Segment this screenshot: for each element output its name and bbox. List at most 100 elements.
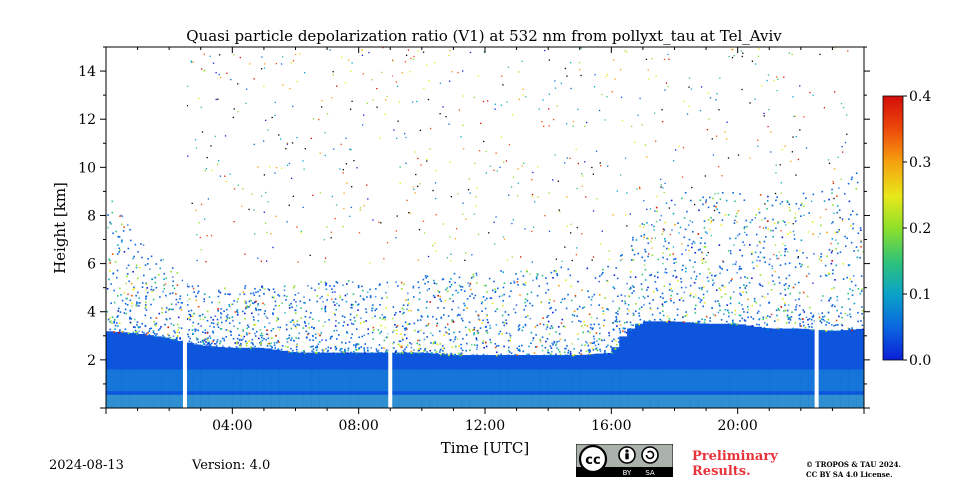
- heatmap-point: [145, 295, 148, 298]
- heatmap-point: [331, 335, 333, 338]
- heatmap-point: [454, 281, 456, 284]
- heatmap-point: [123, 226, 125, 228]
- heatmap-point: [113, 289, 115, 292]
- heatmap-point: [745, 234, 748, 236]
- heatmap-point: [524, 284, 526, 286]
- heatmap-point: [214, 315, 217, 317]
- heatmap-point: [595, 347, 598, 349]
- heatmap-point: [732, 263, 735, 266]
- surface-cell: [524, 394, 533, 408]
- surface-cell: [666, 394, 676, 408]
- noise-point: [606, 73, 608, 76]
- heatmap-point: [125, 312, 128, 315]
- noise-point: [544, 49, 546, 52]
- heatmap-point: [208, 342, 210, 345]
- heatmap-point: [239, 338, 241, 341]
- heatmap-point: [608, 332, 610, 334]
- heatmap-point: [335, 348, 337, 351]
- heatmap-point: [335, 308, 338, 311]
- near-surface-cell: [161, 369, 170, 392]
- heatmap-point: [463, 309, 465, 311]
- noise-point: [362, 73, 364, 75]
- noise-point: [494, 108, 496, 110]
- surface-cell: [374, 394, 383, 408]
- heatmap-point: [507, 339, 510, 342]
- heatmap-point: [339, 296, 341, 299]
- heatmap-point: [692, 240, 695, 243]
- surface-cell: [792, 394, 802, 408]
- heatmap-point: [159, 267, 162, 270]
- near-surface-cell: [587, 369, 597, 392]
- heatmap-point: [596, 349, 599, 352]
- heatmap-point: [145, 309, 148, 311]
- heatmap-point: [767, 282, 770, 284]
- noise-point: [372, 99, 374, 101]
- noise-point: [416, 100, 418, 103]
- heatmap-point: [354, 301, 357, 303]
- heatmap-point: [842, 262, 845, 265]
- heatmap-point: [339, 349, 341, 352]
- heatmap-point: [852, 275, 855, 277]
- heatmap-point: [725, 199, 728, 202]
- noise-point: [592, 173, 595, 175]
- noise-point: [834, 91, 836, 93]
- heatmap-point: [629, 321, 632, 324]
- heatmap-point: [542, 323, 545, 326]
- heatmap-point: [176, 334, 179, 337]
- noise-point: [487, 100, 489, 102]
- heatmap-point: [803, 328, 806, 331]
- heatmap-point: [598, 304, 600, 306]
- heatmap-point: [489, 338, 491, 341]
- heatmap-point: [418, 352, 420, 354]
- heatmap-point: [794, 299, 797, 301]
- heatmap-point: [700, 288, 703, 291]
- heatmap-point: [694, 312, 697, 314]
- heatmap-point: [718, 287, 721, 290]
- heatmap-point: [584, 344, 586, 347]
- heatmap-point: [126, 275, 128, 278]
- heatmap-point: [720, 319, 723, 321]
- heatmap-point: [140, 243, 142, 245]
- noise-point: [253, 78, 255, 80]
- heatmap-point: [131, 305, 133, 308]
- noise-point: [331, 195, 333, 198]
- heatmap-point: [243, 335, 246, 338]
- noise-point: [725, 138, 728, 140]
- heatmap-point: [232, 337, 235, 340]
- heatmap-point: [244, 287, 246, 289]
- heatmap-point: [678, 299, 681, 301]
- heatmap-point: [663, 285, 666, 287]
- heatmap-point: [501, 304, 504, 307]
- heatmap-point: [230, 303, 233, 306]
- heatmap-point: [413, 296, 415, 298]
- heatmap-point: [216, 323, 219, 326]
- noise-point: [784, 145, 786, 147]
- heatmap-point: [399, 352, 401, 355]
- heatmap-point: [197, 323, 200, 325]
- heatmap-point: [437, 294, 439, 297]
- heatmap-point: [335, 329, 338, 332]
- heatmap-point: [831, 324, 833, 326]
- noise-point: [432, 189, 434, 192]
- noise-point: [332, 74, 334, 76]
- noise-point: [675, 261, 677, 263]
- heatmap-point: [805, 316, 808, 319]
- heatmap-point: [574, 295, 577, 298]
- noise-point: [733, 54, 735, 57]
- heatmap-point: [244, 307, 247, 310]
- heatmap-point: [602, 324, 605, 327]
- heatmap-point: [560, 266, 563, 269]
- heatmap-point: [404, 329, 407, 331]
- noise-point: [759, 226, 761, 228]
- heatmap-point: [857, 249, 859, 252]
- noise-point: [290, 62, 293, 64]
- noise-point: [655, 140, 657, 142]
- heatmap-point: [329, 285, 331, 287]
- heatmap-point: [397, 285, 399, 287]
- noise-point: [218, 160, 220, 162]
- heatmap-point: [385, 307, 387, 309]
- heatmap-point: [457, 306, 460, 309]
- heatmap-point: [563, 351, 566, 354]
- heatmap-point: [766, 220, 769, 222]
- heatmap-point: [401, 345, 403, 348]
